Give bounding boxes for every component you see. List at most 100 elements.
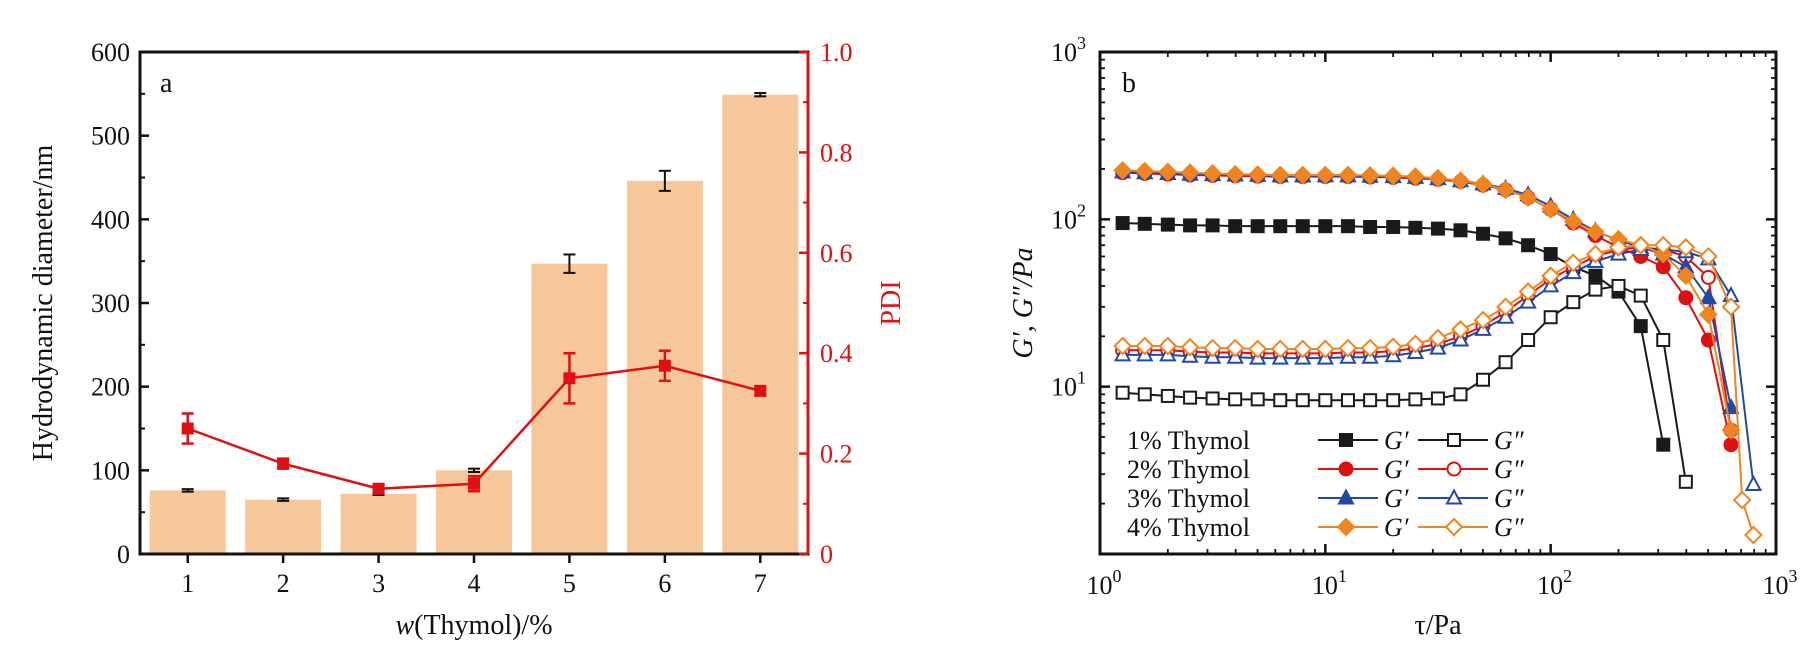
x-tick-label: 1 bbox=[181, 569, 194, 598]
marker-triangle bbox=[1744, 474, 1763, 492]
marker-square bbox=[1408, 392, 1423, 407]
y-tick-label-b-base: 10 bbox=[1051, 373, 1077, 402]
marker-square bbox=[1115, 216, 1130, 231]
marker-diamond bbox=[1698, 305, 1718, 324]
pdi-point bbox=[468, 477, 480, 490]
series-1-thymol-g- bbox=[1115, 278, 1693, 489]
legend-label: 3% Thymol bbox=[1127, 484, 1250, 513]
marker-diamond bbox=[1158, 336, 1178, 356]
marker-square bbox=[1295, 393, 1310, 408]
marker-square bbox=[1273, 219, 1288, 234]
pdi-point bbox=[658, 359, 671, 372]
y-axis-label-b: G′, G″/Pa bbox=[1008, 247, 1039, 358]
marker-square bbox=[1318, 219, 1333, 234]
marker-diamond bbox=[1721, 420, 1741, 440]
marker-square bbox=[1250, 219, 1265, 234]
pdi-point bbox=[181, 422, 194, 435]
legend-row: 2% Thymol G′ G″ bbox=[1127, 455, 1525, 484]
marker-square bbox=[1386, 219, 1401, 234]
marker-square bbox=[1453, 387, 1468, 402]
marker-diamond bbox=[1631, 235, 1651, 255]
marker-square bbox=[1656, 333, 1671, 348]
marker-diamond bbox=[1315, 339, 1335, 359]
marker-diamond bbox=[1405, 167, 1425, 187]
marker-diamond bbox=[1541, 199, 1561, 219]
x-axis-ticks-b: 100 101 102 103 bbox=[1087, 52, 1798, 600]
x-tick-label-b-base: 10 bbox=[1312, 571, 1338, 600]
marker-diamond bbox=[1383, 337, 1403, 357]
x-axis-label-rest: (Thymol)/% bbox=[414, 610, 552, 641]
marker-square bbox=[1183, 218, 1198, 233]
marker-diamond bbox=[1451, 319, 1470, 339]
marker-diamond bbox=[1248, 339, 1268, 359]
x-tick-label-b: 101 bbox=[1312, 566, 1347, 600]
x-tick-label-b: 103 bbox=[1763, 566, 1798, 600]
marker-square bbox=[1521, 333, 1536, 348]
marker-diamond bbox=[1732, 490, 1752, 510]
marker-diamond bbox=[1225, 338, 1245, 358]
marker-diamond bbox=[1270, 339, 1290, 359]
marker-diamond bbox=[1518, 188, 1538, 207]
marker-square bbox=[1656, 437, 1671, 452]
legend-row: 3% Thymol G′ G″ bbox=[1127, 484, 1525, 513]
marker-diamond bbox=[1225, 164, 1245, 184]
marker-diamond bbox=[1203, 338, 1223, 358]
x-tick-label: 5 bbox=[563, 569, 576, 598]
marker-square bbox=[1137, 387, 1152, 402]
x-tick-label: 4 bbox=[468, 569, 481, 598]
marker-square bbox=[1453, 223, 1468, 238]
marker-diamond bbox=[1135, 161, 1155, 181]
marker-diamond bbox=[1428, 328, 1448, 348]
marker-circle bbox=[1700, 269, 1716, 285]
marker-square bbox=[1340, 393, 1355, 408]
marker-square bbox=[1228, 219, 1243, 234]
x-tick-label-b-exp: 1 bbox=[1338, 566, 1347, 586]
marker-square bbox=[1250, 392, 1265, 407]
bar-3 bbox=[340, 493, 417, 554]
legend-gpp: G″ bbox=[1494, 484, 1525, 513]
marker-diamond bbox=[1383, 166, 1403, 186]
marker-diamond bbox=[1676, 266, 1696, 286]
series-line bbox=[1122, 169, 1732, 431]
marker-diamond bbox=[1293, 165, 1313, 185]
legend-gp: G′ bbox=[1384, 426, 1409, 455]
y2-tick-label: 0.2 bbox=[820, 440, 853, 469]
marker-square bbox=[1588, 268, 1603, 283]
marker-square bbox=[1295, 219, 1310, 234]
marker-square bbox=[1476, 372, 1491, 387]
marker-diamond bbox=[1496, 180, 1516, 200]
y2-tick-label: 0 bbox=[820, 540, 833, 569]
marker-square bbox=[1543, 310, 1558, 325]
marker-diamond bbox=[1405, 334, 1425, 354]
y-axis-label: Hydrodynamic diameter/nm bbox=[28, 145, 59, 462]
x-tick-label-b-base: 10 bbox=[1087, 571, 1113, 600]
y2-tick-label: 0.4 bbox=[820, 339, 853, 368]
marker-circle bbox=[1678, 290, 1694, 306]
marker-diamond bbox=[1744, 525, 1763, 545]
marker-square bbox=[1363, 393, 1378, 408]
y-tick-label: 100 bbox=[91, 456, 130, 485]
marker-diamond bbox=[1338, 338, 1358, 358]
legend: 1% Thymol G′ G″2% Thymol G′ G″3% Thymol G′ G″4… bbox=[1127, 426, 1525, 542]
marker-diamond bbox=[1496, 297, 1516, 317]
marker-triangle bbox=[1699, 288, 1718, 305]
marker-square bbox=[1588, 282, 1603, 297]
marker-diamond bbox=[1721, 297, 1741, 317]
marker-diamond bbox=[1135, 336, 1155, 356]
marker-diamond bbox=[1698, 247, 1718, 266]
legend-label: 4% Thymol bbox=[1127, 513, 1250, 542]
marker-square bbox=[1115, 385, 1130, 400]
y-tick-label: 200 bbox=[91, 373, 130, 402]
x-tick-label-b-exp: 3 bbox=[1789, 566, 1798, 586]
series-4-thymol-g- bbox=[1113, 161, 1741, 440]
y-tick-label: 600 bbox=[91, 38, 130, 67]
marker-diamond bbox=[1444, 517, 1464, 537]
bar-5 bbox=[531, 263, 608, 554]
marker-triangle bbox=[1519, 292, 1537, 309]
legend-label: 2% Thymol bbox=[1127, 455, 1250, 484]
marker-square bbox=[1228, 392, 1243, 407]
marker-square bbox=[1339, 433, 1353, 447]
marker-square bbox=[1205, 391, 1220, 406]
